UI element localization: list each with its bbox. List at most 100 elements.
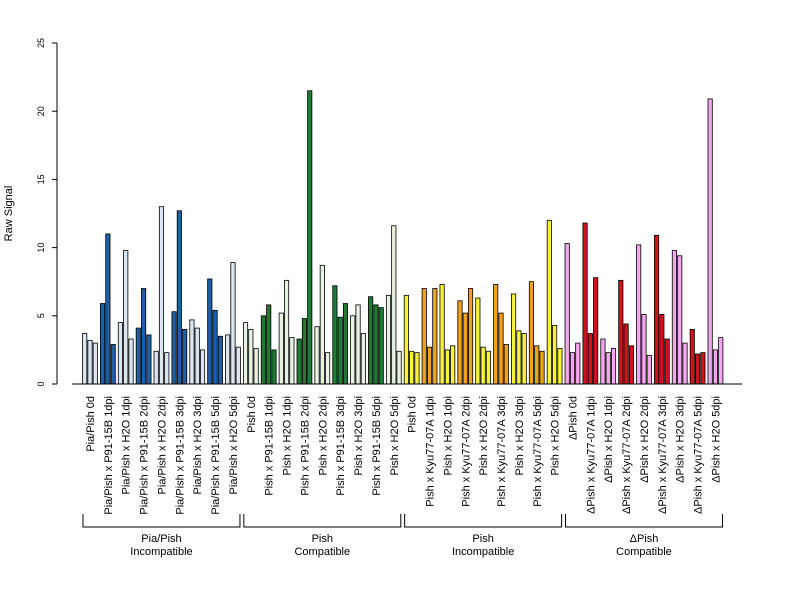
bar: [521, 333, 527, 385]
x-tick-label: ΔPish x Kyu77-07A 1dpi: [585, 396, 597, 514]
bar: [199, 349, 206, 385]
bar: [87, 339, 93, 385]
bar: [378, 307, 384, 385]
bar: [307, 90, 313, 385]
bar: [432, 288, 438, 385]
bar: [355, 304, 361, 385]
bar: [319, 264, 325, 385]
bar: [546, 219, 552, 385]
bar: [82, 333, 88, 385]
y-tick-label: 25: [36, 38, 46, 48]
group-bracket: [564, 514, 723, 528]
x-tick-label: Pish x P91-15B 5dpi: [371, 396, 383, 496]
bar: [677, 255, 683, 385]
bar: [450, 345, 456, 385]
bar: [707, 98, 713, 385]
bar: [414, 352, 420, 385]
bar: [712, 349, 718, 385]
x-tick-label: ΔPish 0d: [567, 396, 579, 440]
bar: [659, 314, 665, 385]
bar: [164, 352, 170, 385]
group-bracket: [404, 514, 563, 528]
group-label-compatibility: Compatible: [616, 546, 672, 558]
bar: [475, 297, 481, 385]
bar: [146, 334, 152, 385]
bar: [421, 288, 427, 385]
bar: [539, 350, 545, 385]
bar: [278, 312, 284, 385]
bar: [337, 316, 343, 385]
bar: [373, 304, 379, 385]
bar: [511, 293, 517, 385]
bar: [646, 354, 652, 385]
bar: [557, 348, 563, 385]
bar: [528, 281, 534, 385]
x-tick-label: Pia/Pish x H2O 5dpi: [228, 396, 240, 494]
bar: [636, 244, 642, 385]
x-tick-label: Pish x H2O 5dpi: [389, 396, 401, 475]
x-tick-label: Pia/Pish x P91-15B 5dpi: [210, 396, 222, 515]
bar: [182, 329, 188, 385]
y-tick-label: 10: [36, 243, 46, 253]
bar: [403, 294, 409, 385]
x-tick-label: Pish x H2O 1dpi: [442, 396, 454, 475]
bar: [100, 303, 106, 385]
y-tick-label: 20: [36, 106, 46, 116]
group-label-compatibility: Incompatible: [130, 546, 192, 558]
bar: [325, 352, 331, 385]
group-label-name: Pish: [472, 533, 493, 545]
bar: [426, 346, 433, 385]
bar: [593, 277, 599, 385]
bar: [385, 294, 392, 385]
bar: [266, 304, 272, 385]
bar: [189, 319, 195, 385]
bar: [600, 338, 606, 385]
bar: [235, 346, 241, 385]
y-axis: 0 5 10 15 20 25: [36, 38, 58, 387]
bar: [128, 338, 134, 385]
bar: [695, 353, 701, 385]
x-tick-label: Pish x H2O 3dpi: [353, 396, 365, 475]
group-bracket: [243, 514, 402, 528]
bar: [301, 318, 307, 385]
group-label-name: Pish: [312, 533, 333, 545]
bar: [516, 330, 522, 385]
bars: [82, 90, 724, 385]
bar: [396, 350, 402, 385]
bar: [314, 326, 320, 385]
bar: [485, 350, 491, 385]
bar: [171, 311, 177, 385]
x-tick-label: ΔPish x Kyu77-07A 5dpi: [693, 396, 705, 514]
group-label-compatibility: Compatible: [294, 546, 350, 558]
bar: [212, 309, 218, 385]
bar: [194, 327, 200, 385]
bar: [618, 279, 624, 385]
x-tick-label: ΔPish x H2O 1dpi: [603, 396, 615, 483]
bar: [360, 333, 366, 385]
bar: [689, 329, 695, 385]
bar: [718, 337, 724, 385]
bar: [575, 342, 581, 385]
bar: [628, 345, 634, 385]
bar: [158, 206, 165, 385]
x-tick-label: ΔPish x H2O 2dpi: [639, 396, 651, 483]
bar: [534, 345, 540, 385]
bar: [92, 342, 98, 385]
x-tick-label: Pia/Pish x P91-15B 2dpi: [139, 396, 151, 515]
x-tick-label: Pish x H2O 2dpi: [478, 396, 490, 475]
bar: [230, 262, 236, 385]
bar: [225, 334, 231, 385]
x-tick-label: Pia/Pish x P91-15B 1dpi: [103, 396, 115, 515]
bar: [153, 350, 159, 385]
x-tick-label: Pish x Kyu77-07A 2dpi: [460, 396, 472, 507]
bar: [271, 349, 277, 385]
bar: [480, 346, 486, 385]
category-labels: Pia/Pish 0d Pia/Pish x P91-15B 1dpi Pia/Pi…: [85, 396, 722, 515]
bar: [610, 348, 617, 385]
y-tick-label: 15: [36, 174, 46, 184]
bar: [123, 249, 129, 385]
bar: [457, 300, 463, 385]
group-bracket: [82, 514, 241, 528]
bar: [664, 338, 670, 385]
x-tick-label: Pish x Kyu77-07A 1dpi: [425, 396, 437, 507]
